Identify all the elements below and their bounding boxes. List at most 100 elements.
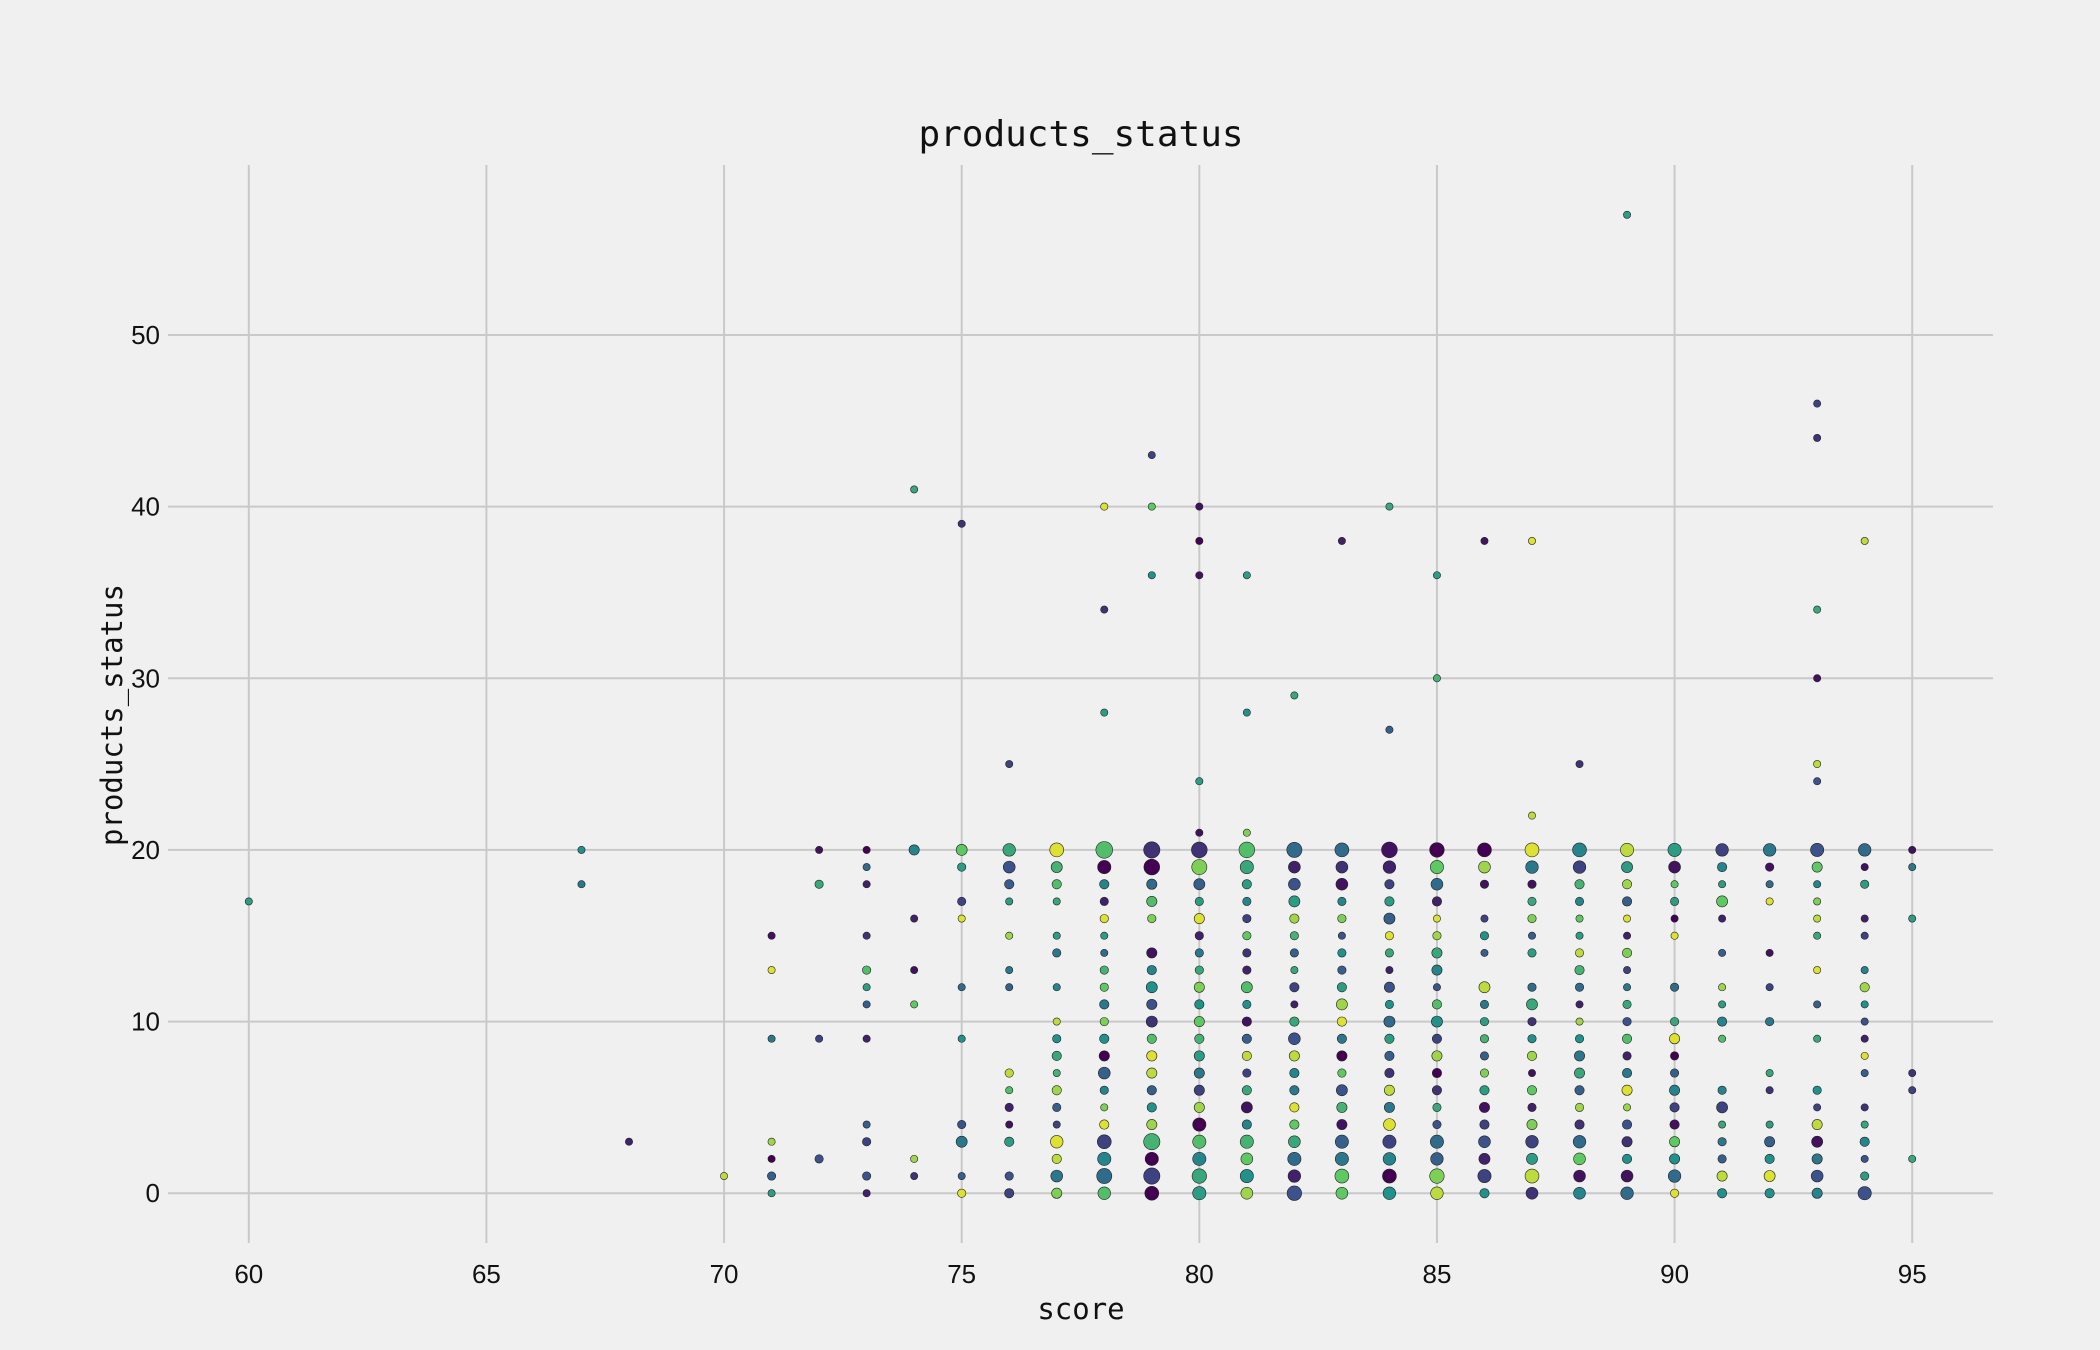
scatter-point: [1860, 1120, 1869, 1129]
scatter-point: [1527, 982, 1537, 992]
scatter-point: [1575, 914, 1584, 923]
scatter-point: [1718, 914, 1727, 923]
scatter-point: [1336, 1119, 1348, 1130]
scatter-point: [1052, 1120, 1061, 1129]
scatter-point: [1620, 842, 1634, 857]
scatter-point: [1383, 1118, 1396, 1131]
scatter-point: [1100, 708, 1109, 717]
scatter-point: [1480, 948, 1489, 957]
scatter-point: [955, 844, 968, 856]
scatter-point: [1765, 1017, 1775, 1027]
scatter-point: [1240, 1186, 1254, 1200]
scatter-point: [1430, 860, 1444, 875]
scatter-point: [1813, 674, 1822, 683]
scatter-point: [1005, 1120, 1014, 1129]
scatter-point: [1669, 1102, 1680, 1113]
scatter-point: [1574, 1119, 1585, 1130]
scatter-point: [1195, 777, 1204, 786]
scatter-point: [1574, 1085, 1585, 1096]
scatter-point: [1238, 841, 1256, 859]
scatter-point: [1194, 896, 1204, 906]
scatter-point: [1242, 708, 1251, 717]
scatter-point: [1144, 1185, 1160, 1201]
scatter-point: [1477, 1169, 1492, 1183]
scatter-point: [1383, 1015, 1396, 1028]
x-tick-label: 85: [1422, 1259, 1451, 1289]
scatter-point: [1242, 828, 1251, 837]
scatter-point: [1288, 877, 1301, 891]
scatter-point: [1908, 914, 1917, 923]
scatter-point: [1432, 931, 1442, 941]
scatter-point: [1337, 896, 1347, 906]
scatter-point: [1860, 914, 1869, 923]
scatter-point: [1526, 1153, 1538, 1165]
x-tick-label: 90: [1660, 1259, 1689, 1289]
scatter-point: [1813, 777, 1822, 786]
scatter-point: [1005, 931, 1014, 940]
scatter-point: [814, 1154, 824, 1164]
scatter-point: [1195, 502, 1204, 511]
scatter-point: [1241, 1050, 1252, 1061]
scatter-point: [1146, 1102, 1157, 1113]
scatter-point: [1813, 966, 1822, 975]
scatter-point: [1097, 1134, 1112, 1149]
scatter-point: [1667, 842, 1682, 857]
scatter-point: [1669, 1119, 1680, 1130]
scatter-point: [1860, 863, 1869, 872]
scatter-point: [1621, 1084, 1633, 1096]
scatter-point: [1382, 1186, 1397, 1200]
scatter-point: [720, 1172, 728, 1180]
scatter-point: [1242, 1068, 1252, 1078]
scatter-point: [1574, 1067, 1585, 1079]
scatter-point: [955, 1135, 968, 1148]
scatter-point: [1005, 760, 1014, 769]
scatter-point: [1479, 1101, 1490, 1113]
scatter-point: [1290, 966, 1299, 975]
scatter-point: [908, 844, 920, 856]
scatter-point: [1099, 1119, 1110, 1130]
scatter-point: [1002, 843, 1016, 857]
scatter-point: [1524, 1168, 1540, 1184]
scatter-point: [1193, 878, 1206, 891]
scatter-point: [1193, 1101, 1205, 1113]
scatter-point: [1193, 913, 1205, 925]
scatter-point: [1813, 897, 1822, 906]
scatter-point: [862, 1034, 871, 1043]
scatter-point: [1432, 1102, 1442, 1112]
scatter-point: [1716, 1170, 1728, 1182]
scatter-point: [910, 1154, 919, 1163]
scatter-point: [1146, 998, 1158, 1010]
scatter-point: [1431, 1050, 1443, 1062]
scatter-point: [1383, 1084, 1395, 1096]
scatter-point: [1623, 1103, 1631, 1112]
scatter-point: [1575, 896, 1585, 906]
scatter-point: [1575, 760, 1584, 769]
scatter-point: [1051, 1085, 1062, 1096]
scatter-point: [1573, 1186, 1586, 1200]
scatter-point: [1099, 896, 1109, 906]
scatter-point: [1334, 1151, 1349, 1166]
scatter-point: [862, 1171, 872, 1181]
scatter-point: [1477, 842, 1492, 858]
scatter-point: [1288, 895, 1301, 908]
scatter-point: [1479, 1034, 1489, 1044]
scatter-point: [1384, 1068, 1395, 1079]
scatter-point: [1572, 1135, 1587, 1149]
scatter-point: [1763, 843, 1777, 857]
scatter-point: [1764, 1188, 1775, 1199]
scatter-point: [1575, 948, 1585, 958]
scatter-point: [1336, 998, 1348, 1011]
scatter-point: [1288, 1032, 1301, 1045]
scatter-point: [1623, 914, 1631, 923]
scatter-point: [1099, 1033, 1110, 1044]
scatter-point: [767, 931, 776, 940]
scatter-point: [1811, 861, 1823, 873]
scatter-point: [1860, 879, 1870, 889]
scatter-point: [1433, 983, 1441, 992]
scatter-point: [1431, 947, 1443, 959]
scatter-point: [1479, 1085, 1490, 1096]
scatter-point: [862, 880, 871, 889]
scatter-point: [1287, 1151, 1302, 1166]
scatter-point: [1337, 536, 1346, 545]
